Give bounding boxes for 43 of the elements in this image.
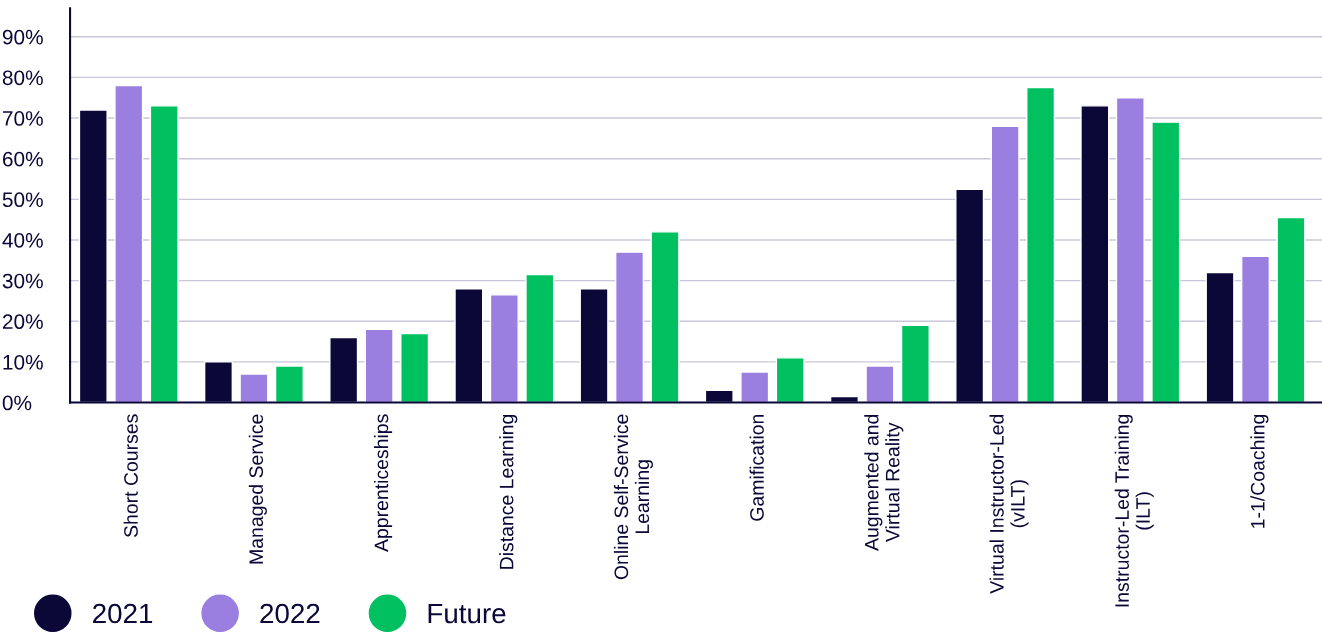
bar [489,294,519,403]
bar [865,365,895,403]
bar [1276,216,1306,403]
bar [900,324,930,403]
y-tick-label: 90% [2,29,43,45]
bar [400,332,430,403]
bar [775,357,805,403]
y-tick-label: 30% [2,273,43,289]
x-tick-label: Distance Learning [499,414,518,569]
y-tick-label: 50% [2,192,43,208]
x-tick-label: Gamification [749,414,764,521]
y-tick-label: 20% [2,314,43,330]
y-tick-label: 70% [2,111,43,126]
x-tick-label: Instructor-Led Training (ILT) [1114,414,1154,607]
bar [1151,121,1181,403]
y-tick-label: 10% [3,354,43,370]
y-tick-label: 0% [2,395,32,411]
x-tick-label: Managed Service [248,414,267,564]
y-tick-label: 40% [2,232,43,248]
x-tick-label: Online Self-Service Learning [613,414,653,580]
legend-label: 2021 [93,603,153,624]
x-tick-label: Short Courses [123,414,138,538]
y-tick-label: 80% [2,70,43,86]
bar [615,251,645,403]
bar [650,231,680,403]
bar [740,371,770,403]
legend-label: 2022 [260,603,320,624]
bar [114,84,144,403]
x-tick-label: Virtual Instructor-Led (vILT) [989,414,1029,594]
legend-label: Future [428,603,506,624]
bar [274,365,304,403]
bar [239,373,269,403]
bar [149,105,179,403]
bar [364,328,394,403]
bar [990,125,1020,403]
bar [1115,97,1145,403]
bar [1240,255,1271,403]
x-tick-label: Augmented and Virtual Reality [864,414,904,551]
bar [525,273,555,403]
y-tick-label: 60% [2,151,43,167]
x-tick-label: Apprenticeships [373,414,393,552]
x-tick-label: 1-1/Coaching [1250,414,1269,528]
bar [1026,86,1056,403]
